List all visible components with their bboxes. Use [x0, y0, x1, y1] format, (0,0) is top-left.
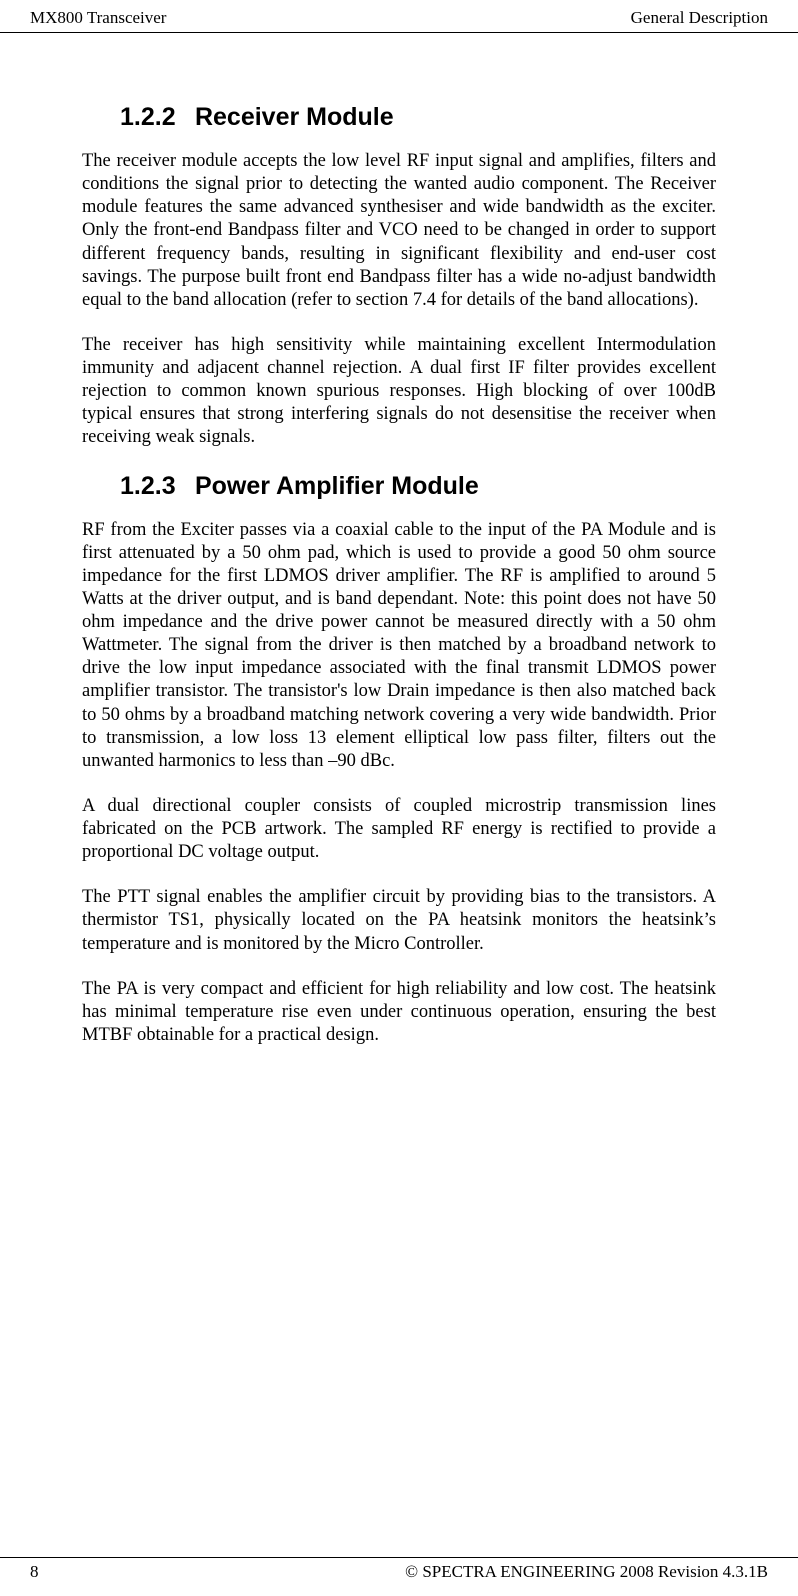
footer-copyright: © SPECTRA ENGINEERING 2008 Revision 4.3.… — [405, 1562, 768, 1582]
page-footer: 8 © SPECTRA ENGINEERING 2008 Revision 4.… — [0, 1557, 798, 1582]
section-heading: 1.2.3 Power Amplifier Module — [120, 472, 716, 501]
page-content: 1.2.2 Receiver Module The receiver modul… — [0, 33, 798, 1047]
page-number: 8 — [30, 1562, 39, 1582]
paragraph: The receiver has high sensitivity while … — [82, 334, 716, 450]
section-number: 1.2.2 — [120, 103, 188, 132]
section-title: Power Amplifier Module — [195, 472, 479, 500]
section-title: Receiver Module — [195, 103, 394, 131]
section-number: 1.2.3 — [120, 472, 188, 501]
page-header: MX800 Transceiver General Description — [0, 0, 798, 33]
section-heading: 1.2.2 Receiver Module — [120, 103, 716, 132]
header-right: General Description — [631, 8, 768, 28]
header-left: MX800 Transceiver — [30, 8, 166, 28]
paragraph: A dual directional coupler consists of c… — [82, 795, 716, 864]
paragraph: RF from the Exciter passes via a coaxial… — [82, 519, 716, 773]
paragraph: The PA is very compact and efficient for… — [82, 978, 716, 1047]
page: MX800 Transceiver General Description 1.… — [0, 0, 798, 1596]
paragraph: The PTT signal enables the amplifier cir… — [82, 886, 716, 955]
paragraph: The receiver module accepts the low leve… — [82, 150, 716, 312]
